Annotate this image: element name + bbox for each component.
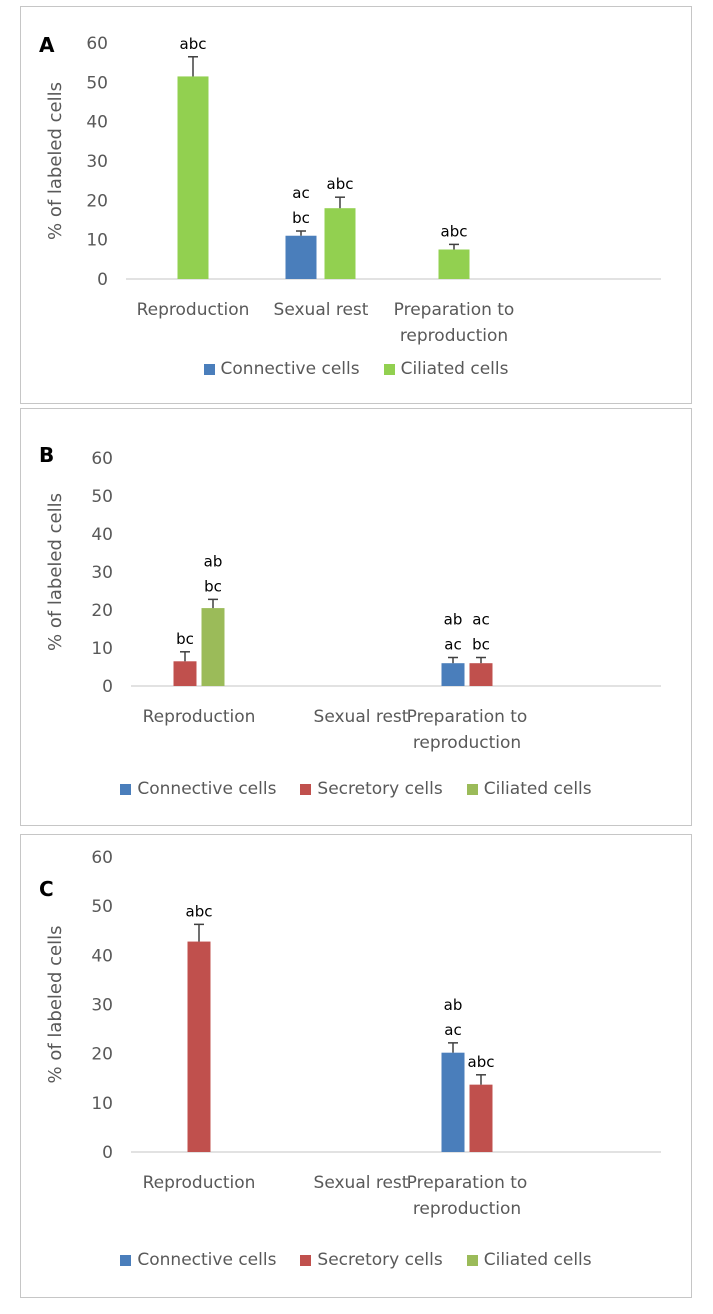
legend-item-ciliated: Ciliated cells [466,779,592,799]
y-axis-title: % of labeled cells [45,925,66,1083]
x-category-label: Reproduction [143,707,256,727]
significance-label: bc [204,577,222,595]
significance-label: ac [472,611,489,629]
panel-letter-a: A [39,33,55,57]
bar-c-connective-2 [441,1052,465,1152]
bar-c-secretory-0 [187,941,211,1152]
y-tick-label: 0 [102,1143,113,1163]
significance-label: ac [292,184,309,202]
significance-label: abc [441,222,468,240]
legend-item-secretory: Secretory cells [300,1250,443,1270]
y-axis-title: % of labeled cells [45,493,66,651]
legend-label-ciliated: Ciliated cells [400,359,509,379]
bar-b-connective-2 [441,663,465,686]
y-tick-label: 50 [86,73,108,93]
x-category-label: Sexual rest [314,1173,409,1193]
x-category-label: reproduction [413,1199,521,1219]
legend-swatch-ciliated [466,783,478,795]
y-tick-label: 20 [91,601,113,621]
y-tick-label: 40 [86,113,108,133]
y-tick-label: 60 [91,848,113,868]
x-category-label: Sexual rest [274,300,369,320]
chart-panel-b: 0 10 20 30 40 50 60% of labeled cells bc ab bc Rep… [20,408,692,826]
y-tick-label: 50 [91,487,113,507]
x-category-label: reproduction [400,326,508,346]
chart-a-plot: 0 10 20 30 40 50 60 % of labeled cells abc Reprod… [45,34,661,346]
significance-label: ac [444,636,461,654]
bar-a-ciliated_a-1 [324,208,356,279]
significance-label: ab [444,996,463,1014]
y-tick-label: 20 [91,1045,113,1065]
legend-item-ciliated: Ciliated cells [383,359,509,379]
legend-label-connective: Connective cells [137,1250,277,1270]
chart-b-legend: Connective cells Secretory cells Ciliate… [21,779,691,799]
significance-label: abc [180,35,207,53]
chart-panel-a: 0 10 20 30 40 50 60 % of labeled cells abc Reprod… [20,6,692,404]
legend-item-connective: Connective cells [120,779,276,799]
legend-swatch-connective [203,363,215,375]
panel-letter-c: C [39,877,54,901]
y-tick-label: 30 [91,996,113,1016]
x-category-label: Preparation to [407,707,528,727]
significance-label: abc [186,902,213,920]
legend-swatch-connective [120,1254,132,1266]
chart-panel-c: 0 10 20 30 40 50 60 % of labeled cells abc Reprod… [20,834,692,1298]
legend-item-secretory: Secretory cells [300,779,443,799]
x-category-label: Sexual rest [314,707,409,727]
significance-label: bc [176,630,194,648]
legend-swatch-connective [120,783,132,795]
legend-swatch-ciliated [383,363,395,375]
significance-label: bc [292,209,310,227]
legend-swatch-secretory [300,1254,312,1266]
y-tick-label: 0 [102,677,113,697]
legend-label-ciliated: Ciliated cells [483,1250,592,1270]
significance-label: ab [444,611,463,629]
y-tick-label: 10 [91,1094,113,1114]
legend-swatch-ciliated [466,1254,478,1266]
chart-c-legend: Connective cells Secretory cells Ciliate… [21,1250,691,1270]
significance-label: ac [444,1021,461,1039]
legend-item-ciliated: Ciliated cells [466,1250,592,1270]
legend-label-secretory: Secretory cells [317,1250,443,1270]
y-tick-label: 40 [91,525,113,545]
legend-item-connective: Connective cells [120,1250,276,1270]
significance-label: abc [327,175,354,193]
bar-c-secretory-2 [469,1084,493,1152]
bar-a-connective-1 [285,235,317,279]
y-tick-label: 20 [86,191,108,211]
legend-swatch-secretory [300,783,312,795]
y-axis-title: % of labeled cells [45,82,66,240]
bar-b-secretory-0 [173,661,197,686]
significance-label: abc [468,1053,495,1071]
legend-label-connective: Connective cells [220,359,360,379]
significance-label: ab [204,552,223,570]
y-tick-label: 30 [91,563,113,583]
chart-a-legend: Connective cells Ciliated cells [21,359,691,379]
bar-b-secretory-2 [469,663,493,686]
y-tick-label: 60 [91,449,113,469]
legend-label-connective: Connective cells [137,779,277,799]
panel-letter-b: B [39,443,55,467]
legend-item-connective: Connective cells [203,359,360,379]
x-category-label: Preparation to [394,300,515,320]
x-category-label: Preparation to [407,1173,528,1193]
bar-a-ciliated_a-0 [177,76,209,279]
y-tick-label: 50 [91,897,113,917]
legend-label-secretory: Secretory cells [317,779,443,799]
y-tick-label: 30 [86,152,108,172]
y-tick-label: 0 [97,270,108,290]
legend-label-ciliated: Ciliated cells [483,779,592,799]
chart-c-plot: 0 10 20 30 40 50 60 % of labeled cells abc Reprod… [45,848,661,1219]
x-category-label: Reproduction [137,300,250,320]
bar-a-ciliated_a-2 [438,249,470,279]
x-category-label: reproduction [413,733,521,753]
y-tick-label: 40 [91,946,113,966]
y-tick-label: 60 [86,34,108,54]
y-tick-label: 10 [86,231,108,251]
x-category-label: Reproduction [143,1173,256,1193]
y-tick-label: 10 [91,639,113,659]
significance-label: bc [472,636,490,654]
bar-b-ciliated_b-0 [201,608,225,686]
